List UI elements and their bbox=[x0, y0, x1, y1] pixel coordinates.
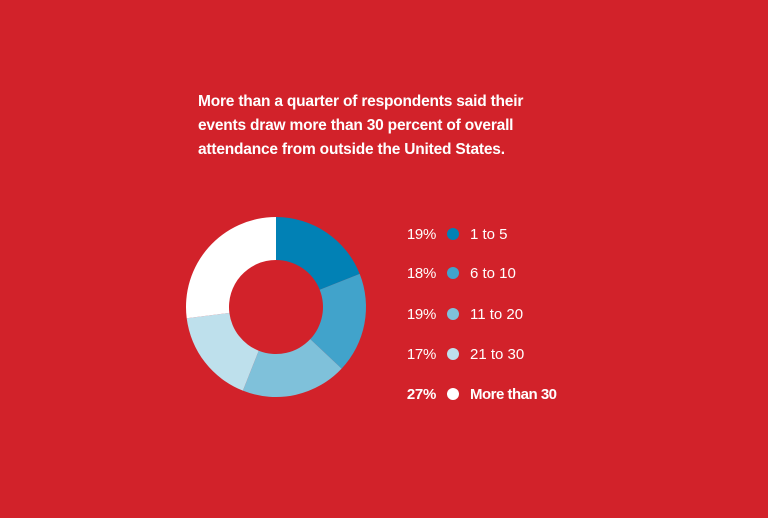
legend-label: 1 to 5 bbox=[470, 225, 508, 243]
legend-percent: 17% bbox=[406, 345, 436, 363]
legend-item: 18% 6 to 10 bbox=[380, 263, 516, 283]
legend-dot-icon bbox=[447, 388, 459, 400]
legend-dot-icon bbox=[447, 348, 459, 360]
donut-slice-0 bbox=[276, 217, 360, 290]
legend-label: 6 to 10 bbox=[470, 264, 516, 282]
title-line: attendance from outside the United State… bbox=[198, 141, 505, 158]
legend-dot-icon bbox=[447, 267, 459, 279]
chart-title: More than a quarter of respondents said … bbox=[198, 90, 578, 162]
legend-item: 19% 11 to 20 bbox=[380, 304, 523, 324]
title-line: events draw more than 30 percent of over… bbox=[198, 117, 514, 134]
legend-dot-icon bbox=[447, 228, 459, 240]
legend-label: 11 to 20 bbox=[470, 305, 524, 323]
legend-item: 19% 1 to 5 bbox=[380, 224, 508, 244]
legend-dot-icon bbox=[447, 308, 459, 320]
title-line: More than a quarter of respondents said … bbox=[198, 93, 524, 110]
legend-label: More than 30 bbox=[470, 385, 557, 403]
donut-slice-1 bbox=[310, 273, 366, 369]
legend-item: 27% More than 30 bbox=[380, 384, 557, 404]
legend-label: 21 to 30 bbox=[470, 345, 525, 363]
legend-percent: 19% bbox=[406, 305, 436, 323]
legend-percent: 19% bbox=[406, 225, 436, 243]
donut-slice-3 bbox=[186, 312, 259, 391]
donut-slice-4 bbox=[186, 217, 276, 319]
legend-percent: 18% bbox=[406, 264, 436, 282]
legend-percent: 27% bbox=[406, 385, 436, 403]
legend-item: 17% 21 to 30 bbox=[380, 344, 524, 364]
donut-slice-2 bbox=[242, 339, 342, 397]
